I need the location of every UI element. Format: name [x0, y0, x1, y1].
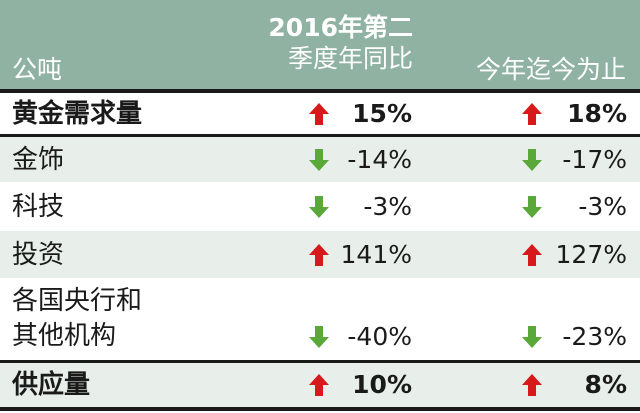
- up-arrow-icon: [308, 102, 330, 126]
- row-label-line2: 其他机构: [12, 321, 117, 351]
- q2-yoy-column-header: 2016年第二 季度年同比: [248, 12, 413, 74]
- q2-yoy-value: -3%: [363, 192, 412, 221]
- ytd-value: 18%: [567, 99, 627, 128]
- up-arrow-icon: [521, 243, 543, 267]
- down-arrow-icon: [521, 148, 543, 172]
- ytd-value: -23%: [562, 322, 627, 351]
- table-row-investment: 投资 141% 127%: [0, 231, 640, 278]
- ytd-value: 8%: [584, 370, 627, 399]
- up-arrow-icon: [521, 102, 543, 126]
- unit-label: 公吨: [12, 55, 63, 84]
- up-arrow-icon: [521, 373, 543, 397]
- row-label: 投资: [12, 240, 65, 270]
- table-row-central-banks: 各国央行和 其他机构 -40% -23%: [0, 279, 640, 359]
- down-arrow-icon: [308, 195, 330, 219]
- down-arrow-icon: [521, 195, 543, 219]
- q2-yoy-value: 10%: [352, 370, 412, 399]
- table-row-gold-demand: 黄金需求量 15% 18%: [0, 93, 640, 135]
- row-label: 金饰: [12, 145, 65, 175]
- down-arrow-icon: [308, 148, 330, 172]
- ytd-value: -3%: [578, 192, 627, 221]
- row-label: 黄金需求量: [12, 99, 143, 129]
- row-label: 科技: [12, 192, 65, 222]
- q2-yoy-value: 15%: [352, 99, 412, 128]
- table-row-jewellery: 金饰 -14% -17%: [0, 137, 640, 182]
- q2-yoy-value: -14%: [347, 145, 412, 174]
- down-arrow-icon: [521, 325, 543, 349]
- table-row-supply: 供应量 10% 8%: [0, 363, 640, 407]
- row-label: 供应量: [12, 370, 91, 400]
- q2-yoy-header-line2: 季度年同比: [287, 44, 413, 73]
- up-arrow-icon: [308, 373, 330, 397]
- ytd-value: -17%: [562, 145, 627, 174]
- table-bottom-rule: [0, 407, 640, 411]
- section-rule: [0, 360, 640, 363]
- header-rule: [0, 89, 640, 93]
- table-row-technology: 科技 -3% -3%: [0, 183, 640, 230]
- section-rule: [0, 134, 640, 137]
- down-arrow-icon: [308, 325, 330, 349]
- ytd-column-header: 今年迄今为止: [475, 55, 626, 84]
- up-arrow-icon: [308, 243, 330, 267]
- q2-yoy-header-line1: 2016年第二: [268, 13, 413, 42]
- q2-yoy-value: 141%: [340, 240, 412, 269]
- ytd-value: 127%: [555, 240, 627, 269]
- q2-yoy-value: -40%: [347, 322, 412, 351]
- table-header: 公吨 2016年第二 季度年同比 今年迄今为止: [0, 0, 640, 89]
- row-label-line1: 各国央行和: [12, 286, 143, 316]
